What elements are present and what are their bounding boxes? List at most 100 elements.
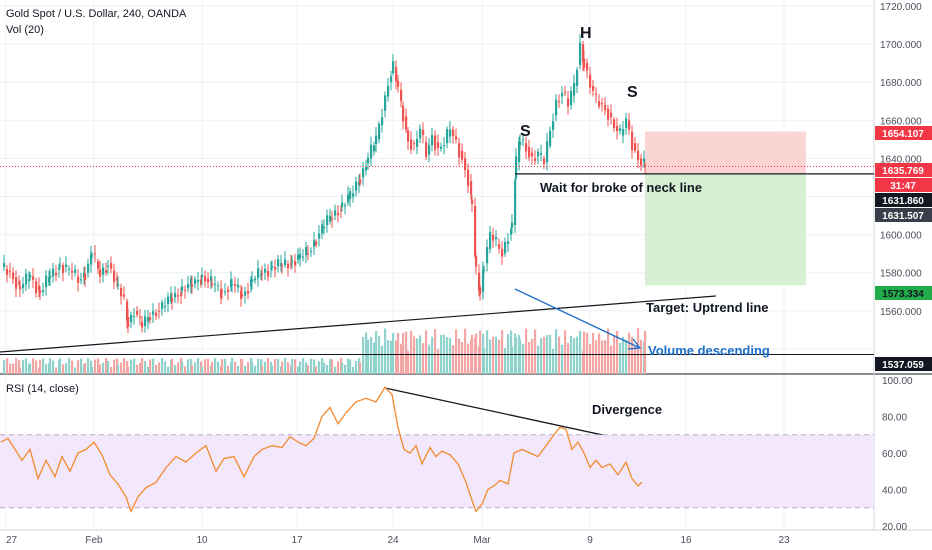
candle-body (619, 128, 622, 131)
volume-bar (144, 361, 147, 374)
candle-body (495, 237, 498, 240)
volume-bar (558, 336, 561, 374)
candle-body (631, 131, 634, 151)
candle-body (321, 224, 324, 234)
candle-body (405, 116, 408, 130)
candle-body (274, 266, 277, 270)
price-axis[interactable]: 1720.000 1700.000 1680.000 1660.000 1640.000… (6, 2, 932, 546)
candle-body (251, 279, 254, 282)
candle-body (214, 283, 217, 285)
candle-body (567, 98, 570, 107)
candle-body (378, 123, 381, 140)
volume-bar (297, 366, 300, 374)
volume-bar (257, 358, 260, 374)
candle-body (55, 273, 58, 276)
price-tag (875, 286, 932, 300)
rsi-pane (0, 386, 874, 514)
candle-body (331, 217, 334, 220)
volume-bar (167, 366, 170, 374)
candle-body (576, 70, 579, 87)
volume-bar (475, 333, 478, 374)
candle-body (141, 322, 144, 328)
candle-body (440, 146, 443, 149)
candle-body (552, 121, 555, 130)
volume-bar (634, 345, 637, 374)
price-tick-label: 1600.000 (880, 231, 922, 242)
volume-bar (479, 330, 482, 374)
time-tick-label: 10 (196, 535, 208, 546)
candle-body (18, 281, 21, 284)
volume-bar (261, 365, 264, 374)
candle-body (428, 144, 431, 155)
volume-bar (77, 359, 80, 374)
volume-bar (211, 362, 214, 374)
volume-bar (174, 365, 177, 374)
candle-body (458, 143, 461, 158)
volume-bar (32, 358, 35, 374)
candle-body (29, 275, 32, 278)
volume-bar (251, 361, 254, 374)
price-tag (875, 126, 932, 140)
price-tag-label: 1573.334 (882, 289, 924, 300)
candle-body (94, 253, 97, 255)
candle-body (84, 273, 87, 280)
time-tick-label: 9 (587, 535, 593, 546)
candle-body (628, 120, 631, 130)
volume-bar (321, 358, 324, 374)
candle-body (637, 150, 640, 161)
volume-bar (149, 359, 152, 374)
volume-bar (381, 345, 384, 374)
volume-bar (344, 364, 347, 374)
candle-body (384, 95, 387, 111)
volume-bar (94, 359, 97, 374)
candle-body (437, 142, 440, 148)
candle-body (341, 202, 344, 207)
candle-body (237, 284, 240, 288)
candle-body (181, 286, 184, 291)
candle-body (224, 291, 227, 293)
volume-bar (543, 336, 546, 374)
volume-bar (127, 366, 130, 374)
volume-bar (607, 328, 610, 374)
candle-body (604, 105, 607, 111)
candle-body (177, 295, 180, 297)
volume-bar (177, 362, 180, 374)
volume-bar (39, 359, 42, 374)
candle-body (518, 141, 521, 163)
volume-bar (291, 358, 294, 374)
candle-body (558, 101, 561, 103)
candle-body (187, 284, 190, 289)
volume-bar (428, 344, 431, 374)
candle-body (359, 179, 362, 184)
candle-body (479, 286, 482, 295)
candle-body (113, 270, 116, 282)
volume-bar (326, 365, 329, 374)
candle-body (537, 151, 540, 157)
time-tick-label: 27 (6, 535, 18, 546)
volume-bar (604, 340, 607, 374)
candle-body (579, 42, 582, 66)
rsi-tick-label: 100.00 (882, 376, 913, 387)
volume-bar (519, 339, 522, 374)
volume-bar (492, 336, 495, 374)
candle-body (59, 265, 62, 267)
candle-body (607, 108, 610, 120)
volume-bar (561, 344, 564, 374)
candle-body (625, 118, 628, 128)
annotations: S H S Wait for broke of neck line Target: Up… (520, 25, 770, 417)
symbol-title: Gold Spot / U.S. Dollar, 240, OANDA (6, 8, 187, 20)
rsi-tick-label: 60.00 (882, 449, 907, 460)
candle-body (32, 276, 35, 280)
candle-body (582, 44, 585, 63)
candle-body (260, 274, 263, 276)
candle-body (515, 156, 518, 178)
candle-body (207, 278, 210, 283)
time-tick-label: 24 (387, 535, 399, 546)
candle-body (102, 267, 105, 275)
volume-bar (598, 333, 601, 374)
volume-bar (498, 339, 501, 374)
candle-body (191, 284, 194, 287)
candle-body (514, 180, 517, 226)
candle-body (362, 168, 365, 178)
